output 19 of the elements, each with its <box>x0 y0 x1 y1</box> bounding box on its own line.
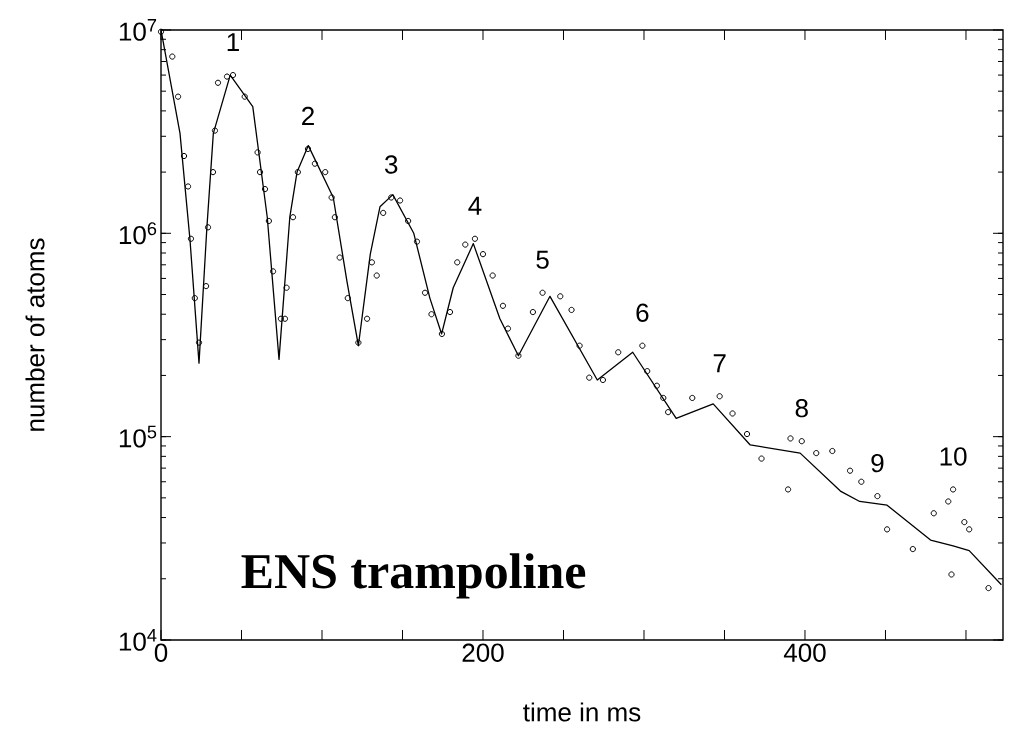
y-axis-title: number of atoms <box>25 238 45 431</box>
annotation: 6 <box>636 303 649 322</box>
annotation: 10 <box>940 447 967 466</box>
annotation: 1 <box>227 33 239 52</box>
x-tick-label: 200 <box>462 643 504 662</box>
annotation: 4 <box>468 196 482 215</box>
y-tick-label: 10$^{6}$ <box>119 222 157 245</box>
x-tick-label: 400 <box>783 643 826 662</box>
annotation: 3 <box>384 155 398 174</box>
y-tick-label: 10$^{5}$ <box>119 425 157 448</box>
annotation: 5 <box>536 250 549 269</box>
annotation: ENS trampoline <box>241 553 586 599</box>
annotation: 2 <box>302 106 314 126</box>
annotation: 7 <box>713 354 726 373</box>
x-axis-title: time in ms <box>523 702 641 722</box>
y-tick-label: 10$^{7}$ <box>119 19 157 41</box>
annotation: 8 <box>795 398 808 418</box>
annotation: 9 <box>871 453 884 473</box>
x-tick-label: 0 <box>154 643 168 662</box>
